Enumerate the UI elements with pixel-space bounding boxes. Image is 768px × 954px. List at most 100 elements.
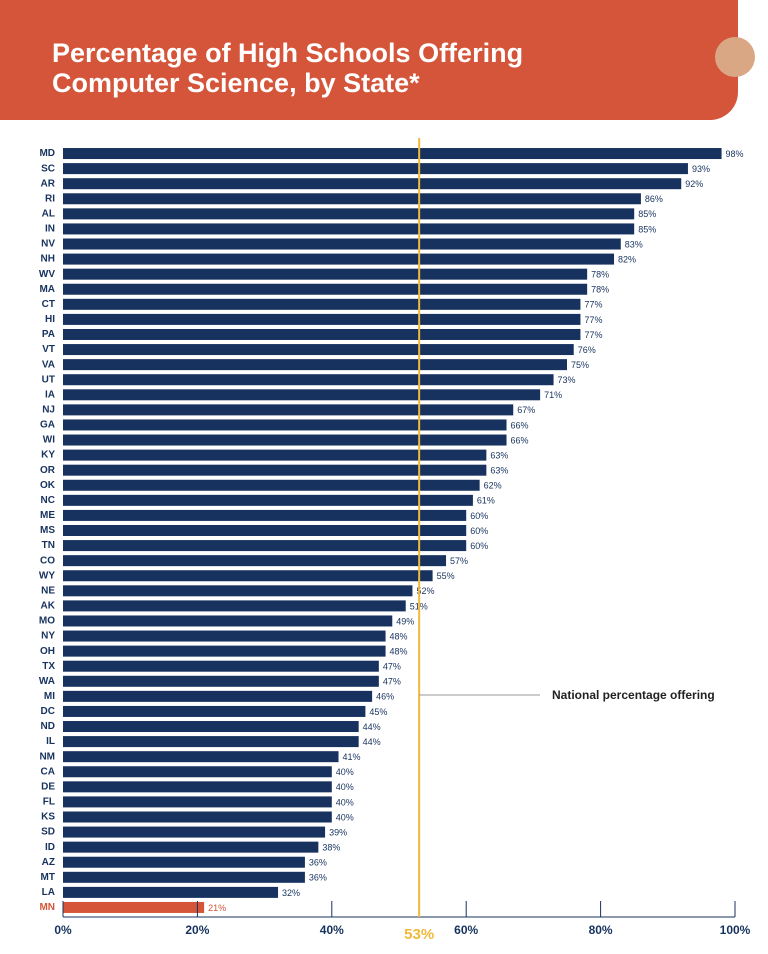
category-label: FL	[43, 797, 55, 808]
bar	[63, 721, 359, 733]
category-label: ME	[40, 510, 55, 521]
bar	[63, 736, 359, 748]
value-label: 73%	[558, 375, 576, 385]
category-label: NJ	[42, 405, 55, 416]
value-label: 85%	[638, 209, 656, 219]
bar	[63, 449, 487, 461]
value-label: 41%	[343, 752, 361, 762]
bar	[63, 600, 406, 612]
value-label: 78%	[591, 270, 609, 280]
bar	[63, 555, 447, 567]
bar	[63, 389, 541, 401]
category-label: GA	[40, 420, 55, 431]
category-label: VA	[42, 359, 55, 370]
bar	[63, 238, 621, 250]
category-label: OK	[40, 480, 56, 491]
bar	[63, 856, 305, 868]
category-label: MO	[39, 616, 55, 627]
bar	[63, 494, 473, 506]
bar	[63, 404, 514, 416]
value-label: 98%	[726, 149, 744, 159]
category-label: WY	[39, 570, 55, 581]
bar	[63, 615, 393, 627]
value-label: 38%	[322, 843, 340, 853]
value-label: 82%	[618, 254, 636, 264]
bar	[63, 525, 467, 536]
category-label: OR	[40, 465, 56, 476]
value-label: 86%	[645, 194, 663, 204]
category-label: PA	[42, 329, 55, 340]
category-label: NH	[41, 254, 55, 265]
bar	[63, 690, 373, 702]
bar	[63, 796, 332, 808]
bar	[63, 901, 205, 913]
category-label: UT	[42, 374, 55, 385]
category-label: LA	[42, 887, 55, 898]
x-tick-label: 100%	[720, 923, 751, 937]
category-label: MS	[40, 525, 55, 536]
bar	[63, 464, 487, 476]
value-label: 67%	[517, 405, 535, 415]
bar	[63, 871, 305, 883]
value-label: 57%	[450, 556, 468, 566]
category-label: VT	[42, 344, 55, 355]
category-label: WV	[39, 269, 55, 280]
category-label: IA	[45, 389, 55, 400]
category-label: DE	[41, 781, 55, 792]
category-label: MN	[39, 902, 55, 913]
category-label: NE	[41, 585, 55, 596]
value-label: 48%	[390, 647, 408, 657]
bar	[63, 223, 635, 235]
category-label: IN	[45, 224, 55, 235]
bar	[63, 268, 588, 280]
value-label: 49%	[396, 616, 414, 626]
value-label: 40%	[336, 812, 354, 822]
value-label: 40%	[336, 782, 354, 792]
category-label: NY	[41, 631, 55, 642]
value-label: 92%	[685, 179, 703, 189]
value-label: 62%	[484, 481, 502, 491]
bar	[63, 886, 279, 898]
bar	[63, 766, 332, 778]
category-label: NV	[41, 239, 55, 250]
x-tick-label: 20%	[185, 923, 209, 937]
value-label: 44%	[363, 737, 381, 747]
category-label: CA	[41, 766, 55, 777]
value-label: 83%	[625, 239, 643, 249]
category-label: MD	[39, 148, 55, 159]
value-label: 93%	[692, 164, 710, 174]
category-label: IL	[46, 736, 55, 747]
value-label: 36%	[309, 858, 327, 868]
category-label: SD	[41, 827, 55, 838]
bar	[63, 359, 567, 371]
category-label: DC	[41, 706, 55, 717]
bar	[63, 344, 574, 356]
value-label: 85%	[638, 224, 656, 234]
header-band	[0, 0, 738, 120]
value-label: 36%	[309, 873, 327, 883]
bar	[63, 313, 581, 325]
bar	[63, 434, 507, 446]
category-label: MT	[41, 872, 55, 883]
category-label: ND	[41, 721, 55, 732]
bar	[63, 148, 722, 160]
bar	[63, 781, 332, 793]
value-label: 77%	[584, 300, 602, 310]
category-label: KS	[41, 812, 55, 823]
reference-label: 53%	[404, 926, 434, 943]
category-label: MA	[39, 284, 55, 295]
category-label: SC	[41, 163, 55, 174]
value-label: 66%	[511, 435, 529, 445]
value-label: 45%	[369, 707, 387, 717]
value-label: 78%	[591, 285, 609, 295]
value-label: 32%	[282, 888, 300, 898]
bar	[63, 374, 554, 386]
x-tick-label: 60%	[454, 923, 478, 937]
category-label: RI	[45, 193, 55, 204]
category-label: WI	[43, 435, 55, 446]
x-tick-label: 40%	[320, 923, 344, 937]
category-label: TN	[42, 540, 55, 551]
category-label: ID	[45, 842, 55, 853]
